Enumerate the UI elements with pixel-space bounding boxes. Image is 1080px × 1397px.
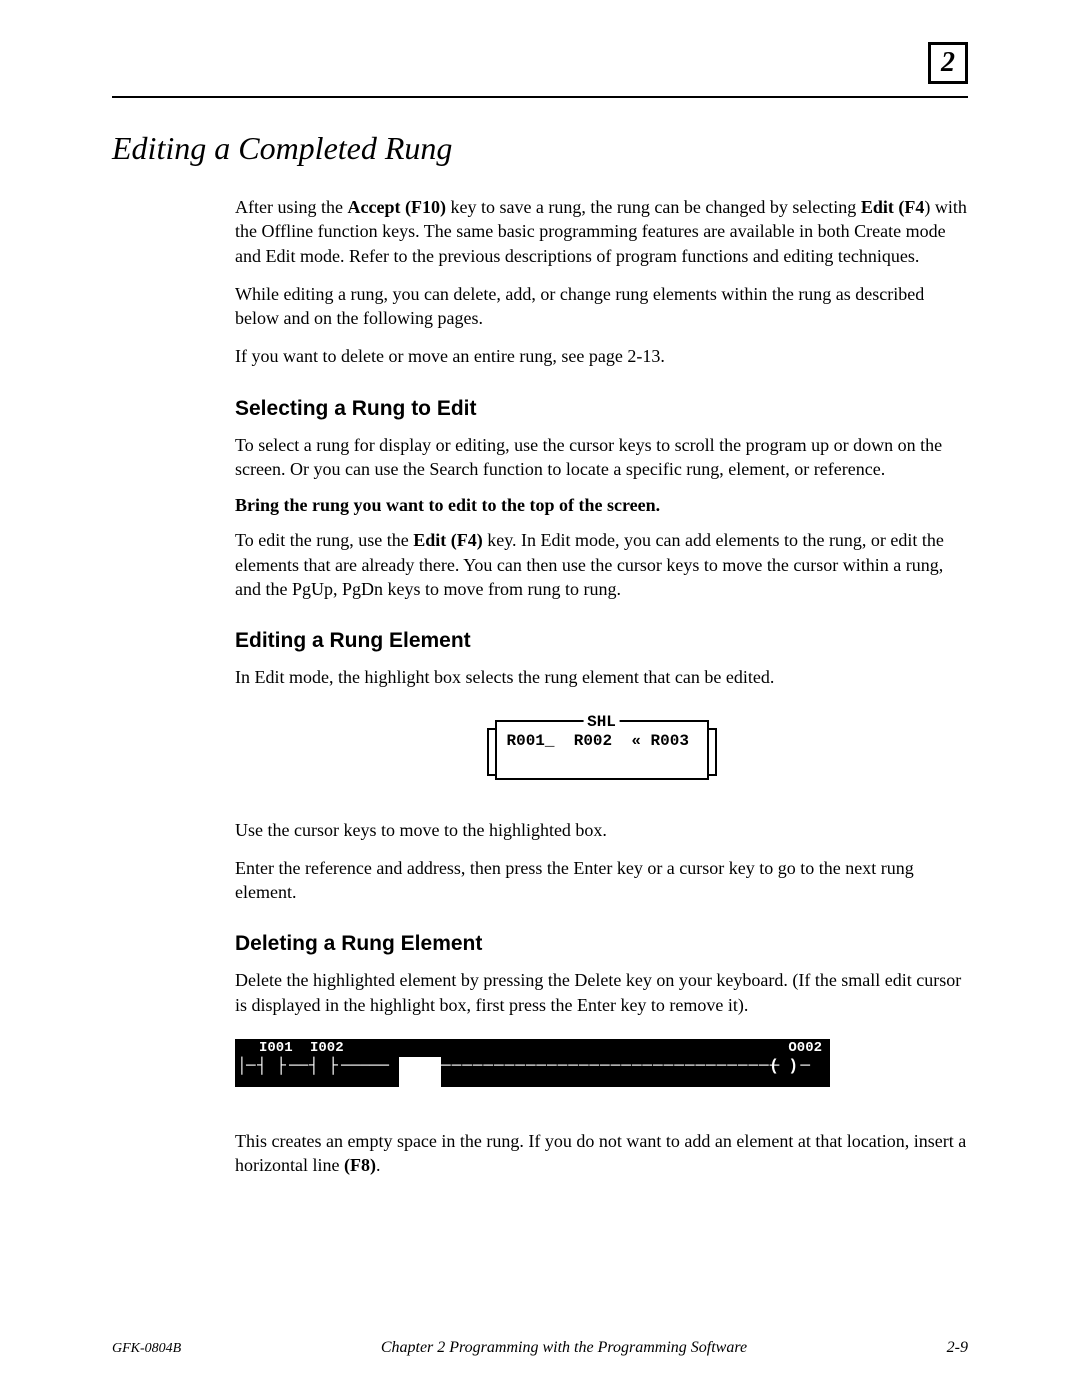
shl-hook-right xyxy=(709,728,717,776)
footer-page-number: 2-9 xyxy=(947,1339,968,1357)
key-f8: (F8) xyxy=(344,1155,376,1175)
text: key to save a rung, the rung can be chan… xyxy=(446,197,861,217)
deleting-element-paragraph-1: Delete the highlighted element by pressi… xyxy=(235,968,968,1017)
section-title: Editing a Completed Rung xyxy=(112,130,968,167)
shl-diagram: SHL R001_ R002 « R003 xyxy=(235,720,968,780)
editing-element-paragraph-3: Enter the reference and address, then pr… xyxy=(235,856,968,905)
editing-element-paragraph-2: Use the cursor keys to move to the highl… xyxy=(235,818,968,842)
subhead-editing-element: Editing a Rung Element xyxy=(235,629,968,653)
ladder-rung: I001 I002 O002 │ ─ ┤ ├ ── ┤ ├ ───── ────… xyxy=(235,1039,830,1087)
intro-paragraph-3: If you want to delete or move an entire … xyxy=(235,344,968,368)
selecting-paragraph-2: To edit the rung, use the Edit (F4) key.… xyxy=(235,528,968,601)
coil-label-o002: O002 xyxy=(788,1040,822,1056)
content-area: Editing a Completed Rung After using the… xyxy=(112,130,968,1192)
subhead-selecting: Selecting a Rung to Edit xyxy=(235,397,968,421)
ladder-rung-diagram: I001 I002 O002 │ ─ ┤ ├ ── ┤ ├ ───── ────… xyxy=(235,1039,968,1087)
key-edit-f4: Edit (F4 xyxy=(861,197,925,217)
wire-long: ──────────────────────────────── xyxy=(441,1057,780,1075)
document-page: 2 Editing a Completed Rung After using t… xyxy=(0,0,1080,1397)
shl-hook-left xyxy=(487,728,495,776)
shl-box-outer: SHL R001_ R002 « R003 xyxy=(487,720,717,780)
footer-chapter-title: Chapter 2 Programming with the Programmi… xyxy=(381,1339,747,1357)
wire: ── xyxy=(289,1057,308,1075)
intro-paragraph-2: While editing a rung, you can delete, ad… xyxy=(235,282,968,331)
footer-doc-id: GFK-0804B xyxy=(112,1341,181,1357)
key-accept-f10: Accept (F10) xyxy=(347,197,445,217)
wire: ───── xyxy=(341,1057,389,1075)
body-column: After using the Accept (F10) key to save… xyxy=(235,195,968,1178)
key-edit-f4: Edit (F4) xyxy=(413,530,483,550)
deleting-element-paragraph-2: This creates an empty space in the rung.… xyxy=(235,1129,968,1178)
shl-registers: R001_ R002 « R003 xyxy=(507,732,697,750)
editing-element-paragraph-1: In Edit mode, the highlight box selects … xyxy=(235,665,968,689)
text: To edit the rung, use the xyxy=(235,530,413,550)
selecting-paragraph-1: To select a rung for display or editing,… xyxy=(235,433,968,482)
contact-label-i001: I001 xyxy=(259,1040,293,1056)
intro-paragraph-1: After using the Accept (F10) key to save… xyxy=(235,195,968,268)
selecting-instruction: Bring the rung you want to edit to the t… xyxy=(235,495,968,516)
shl-box-border: SHL R001_ R002 « R003 xyxy=(495,720,709,780)
coil-symbol: ( ) xyxy=(769,1057,798,1075)
highlight-cursor-box xyxy=(399,1057,441,1087)
wire: ─ xyxy=(246,1057,256,1075)
contact-symbol-1: ┤ ├ xyxy=(257,1057,286,1075)
chapter-number: 2 xyxy=(941,47,955,78)
chapter-number-box: 2 xyxy=(928,42,968,84)
text: . xyxy=(376,1155,381,1175)
page-footer: GFK-0804B Chapter 2 Programming with the… xyxy=(112,1339,968,1357)
shl-label: SHL xyxy=(583,713,620,731)
contact-symbol-2: ┤ ├ xyxy=(309,1057,338,1075)
contact-label-i002: I002 xyxy=(310,1040,344,1056)
header-rule xyxy=(112,96,968,98)
text: After using the xyxy=(235,197,347,217)
subhead-deleting-element: Deleting a Rung Element xyxy=(235,932,968,956)
wire-end: ─ xyxy=(800,1057,810,1075)
